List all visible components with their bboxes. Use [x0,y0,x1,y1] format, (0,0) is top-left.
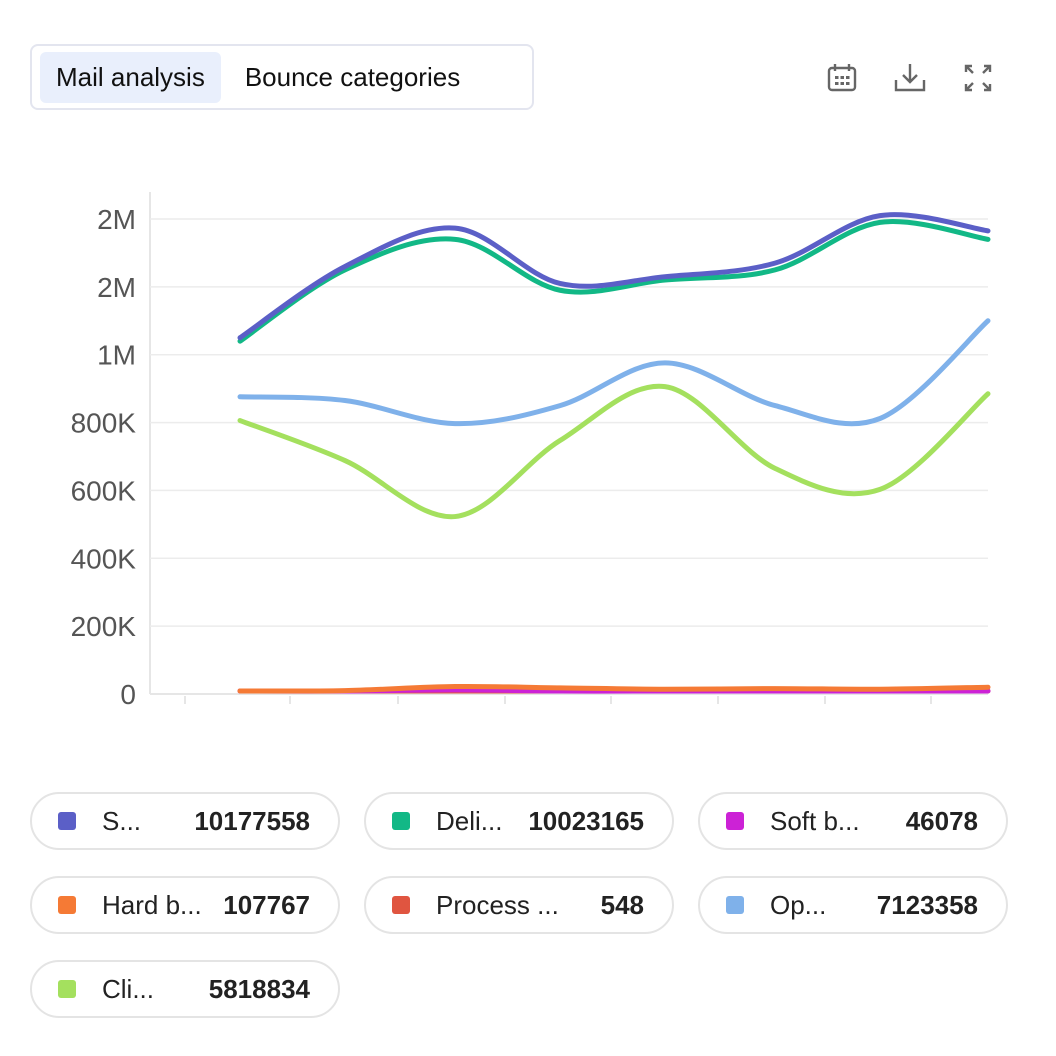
line-chart: 0 200K 400K 600K 800K 1M 2M 2M [71,192,991,710]
legend-value: 5818834 [208,973,310,1004]
y-tick-label: 2M [97,204,136,235]
legend-swatch [58,896,76,914]
legend-swatch [58,812,76,830]
chart-tabs: Mail analysis Bounce categories [30,44,534,110]
legend-item[interactable]: Hard b... 107767 [30,876,340,934]
y-tick-label: 2M [97,272,136,303]
download-icon[interactable] [892,60,928,96]
y-tick-label: 0 [120,679,136,710]
series-line-5 [237,318,991,427]
legend-item[interactable]: Cli... 5818834 [30,960,340,1018]
legend-label: Deli... [436,805,503,836]
y-tick-label: 1M [97,340,136,371]
legend-value: 7123358 [876,889,978,920]
legend-label: Hard b... [102,889,202,920]
y-tick-label: 800K [71,408,137,439]
legend-item[interactable]: Deli... 10023165 [364,792,674,850]
legend-label: Op... [770,889,827,920]
y-tick-label: 200K [71,611,137,642]
expand-icon[interactable] [960,60,996,96]
legend-value: 548 [600,889,644,920]
legend-swatch [392,812,410,830]
legend-swatch [726,896,744,914]
legend-label: Process ... [436,889,559,920]
legend-item[interactable]: S... 10177558 [30,792,340,850]
calendar-icon[interactable] [824,60,860,96]
y-tick-label: 400K [71,543,137,574]
legend-value: 10177558 [194,805,310,836]
legend-value: 107767 [223,889,310,920]
legend-label: Cli... [102,973,154,1004]
y-tick-label: 600K [71,475,137,506]
tab-bounce-categories[interactable]: Bounce categories [244,61,461,92]
legend-label: Soft b... [770,805,860,836]
legend-swatch [726,812,744,830]
legend-item[interactable]: Op... 7123358 [698,876,1008,934]
legend-item[interactable]: Soft b... 46078 [698,792,1008,850]
series-line-3 [237,683,991,694]
legend-swatch [58,980,76,998]
tab-mail-analysis[interactable]: Mail analysis [40,51,221,103]
legend-swatch [392,896,410,914]
legend-value: 10023165 [528,805,644,836]
series-line-0 [237,212,991,341]
series-line-6 [237,383,991,520]
legend-value: 46078 [905,805,978,836]
series-line-1 [237,219,991,344]
legend: S... 10177558 Deli... 10023165 Soft b... 4607… [30,792,1020,1018]
legend-label: S... [102,805,142,836]
legend-item[interactable]: Process ... 548 [364,876,674,934]
